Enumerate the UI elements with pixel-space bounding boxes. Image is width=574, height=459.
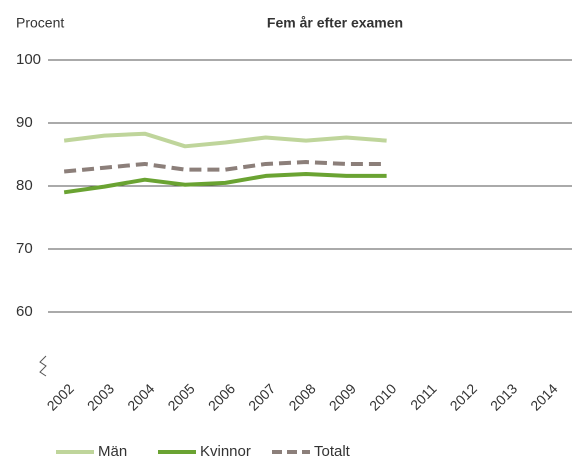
x-tick-label: 2013 <box>487 380 520 413</box>
x-tick-label: 2007 <box>245 380 278 413</box>
line-series <box>63 172 387 195</box>
y-tick-label: 90 <box>16 114 33 131</box>
y-tick-label: 80 <box>16 177 33 194</box>
chart-title: Fem år efter examen <box>267 15 403 31</box>
x-tick-label: 2014 <box>527 380 560 413</box>
legend-label: Totalt <box>314 443 351 459</box>
line-series <box>63 131 387 149</box>
x-tick-label: 2009 <box>326 380 359 413</box>
y-tick-label: 70 <box>16 240 33 257</box>
x-tick-label: 2005 <box>164 380 197 413</box>
x-tick-label: 2003 <box>84 380 117 413</box>
y-axis-label: Procent <box>16 15 64 31</box>
x-tick-label: 2004 <box>124 380 157 413</box>
y-tick-label: 100 <box>16 51 41 68</box>
y-tick-label: 60 <box>16 303 33 320</box>
legend-label: Män <box>98 443 127 459</box>
line-series <box>63 160 387 174</box>
x-tick-label: 2008 <box>285 380 318 413</box>
x-tick-label: 2006 <box>205 380 238 413</box>
x-tick-label: 2011 <box>407 380 440 413</box>
x-tick-label: 2002 <box>44 380 77 413</box>
axis-break <box>39 355 47 377</box>
legend-label: Kvinnor <box>200 443 251 459</box>
x-tick-label: 2012 <box>447 380 480 413</box>
x-tick-label: 2010 <box>366 380 399 413</box>
